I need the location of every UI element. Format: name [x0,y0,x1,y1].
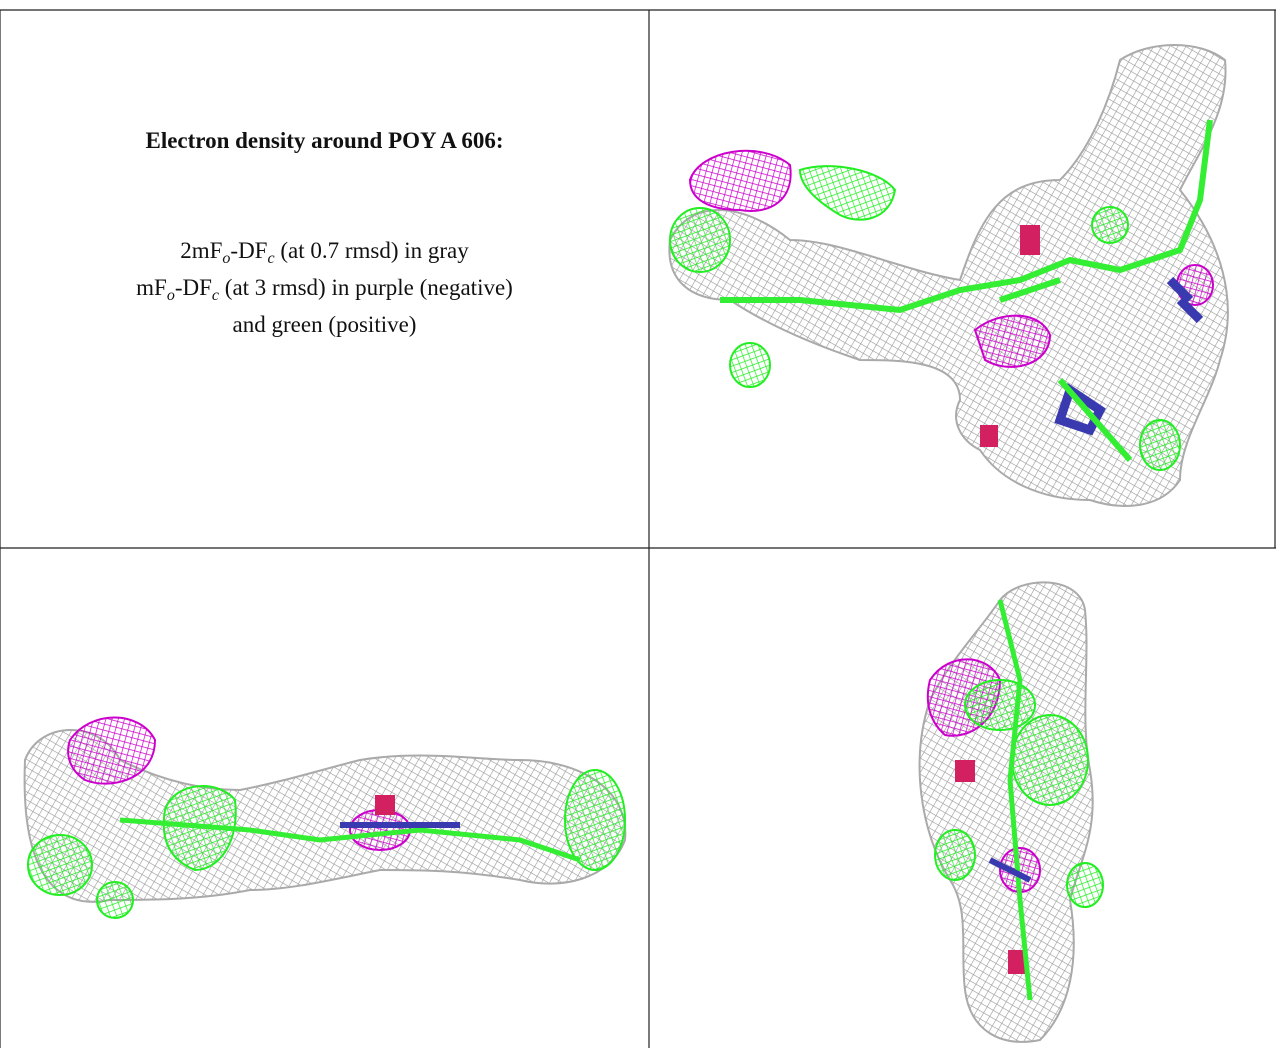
density-view-end [918,581,1104,1043]
caption-line: and green (positive) [0,306,649,343]
text-run: 2mF [180,238,223,263]
text-run: (at 0.7 rmsd) in gray [274,238,469,263]
density-view-top [668,44,1229,507]
subscript: c [267,250,275,267]
caption: Electron density around POY A 606: 2mFo-… [0,128,649,343]
text-run: -DF [174,275,212,300]
caption-line: mFo-DFc (at 3 rmsd) in purple (negative) [0,269,649,306]
caption-line: 2mFo-DFc (at 0.7 rmsd) in gray [0,232,649,269]
subscript: o [222,250,231,267]
subscript: c [211,287,220,304]
text-run: mF [136,275,167,300]
text-run: (at 3 rmsd) in purple (negative) [219,275,513,300]
text-run: and green (positive) [232,312,417,337]
table-borders [0,9,1276,1048]
subscript: o [166,287,175,304]
caption-title: Electron density around POY A 606: [145,128,504,153]
density-view-side [23,716,627,919]
caption-lines: 2mFo-DFc (at 0.7 rmsd) in gray mFo-DFc (a… [0,232,649,343]
text-run: -DF [230,238,268,263]
